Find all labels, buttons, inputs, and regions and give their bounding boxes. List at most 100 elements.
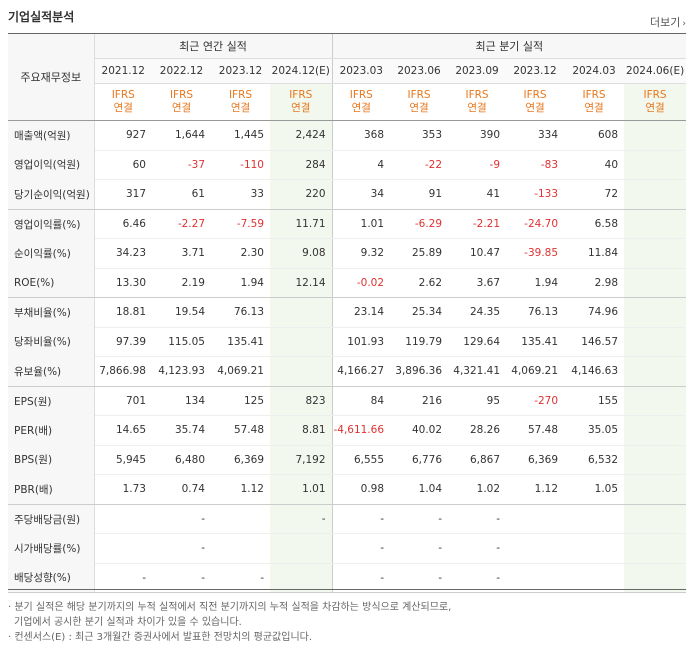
table-cell: 41 [448,179,507,210]
table-cell: 35.05 [564,415,625,446]
table-cell [624,563,687,593]
table-cell: -6.29 [390,209,449,239]
row-label: 배당성향(%) [8,563,95,593]
table-cell: 608 [564,120,625,151]
table-cell: 11.71 [270,209,333,239]
table-row: 부채비율(%) 18.81 19.54 76.13 23.14 25.34 24.35 76.… [8,297,687,328]
table-cell: 91 [390,179,449,210]
chevron-right-icon: › [682,19,686,29]
table-cell [624,415,687,446]
table-cell [624,474,687,505]
ifrs-header: IFRS 연결 [624,83,687,121]
table-row: ROE(%) 13.30 2.19 1.94 12.14 -0.02 2.62 3.67 1.9… [8,268,687,298]
ifrs-label: IFRS [523,89,547,101]
table-cell: 2.62 [390,268,449,298]
consolidated-label: 연결 [525,102,545,114]
table-cell: 0.98 [331,474,391,505]
table-cell: 8.81 [270,415,333,446]
table-cell [624,120,687,151]
table-cell: 74.96 [564,297,625,328]
table-cell: - [152,533,211,564]
table-cell: -24.70 [506,209,565,239]
table-cell: 1.01 [270,474,333,505]
table-cell: - [448,533,507,564]
bottom-divider [8,589,686,590]
section-title: 기업실적분석 [8,10,75,24]
table-cell: 35.74 [152,415,211,446]
ifrs-header: IFRS 연결 [211,83,270,121]
table-cell: 40 [564,150,625,180]
table-cell: 57.48 [506,415,565,446]
table-cell: 6,555 [331,445,391,475]
annual-group-header: 최근 연간 실적 [94,34,333,59]
table-cell: 33 [211,179,270,210]
table-cell: 1.02 [448,474,507,505]
table-row: 주당배당금(원) - - - - - [8,504,687,534]
table-cell [94,533,152,564]
table-cell [624,356,687,387]
row-label: 영업이익(억원) [8,150,95,180]
table-cell: 4,069.21 [211,356,270,387]
table-cell: 12.14 [270,268,333,298]
row-label: 주당배당금(원) [8,504,95,534]
table-cell: 7,866.98 [94,356,152,387]
table-cell [270,356,333,387]
more-link[interactable]: 더보기 › [650,14,686,30]
table-row: 당기순이익(억원) 317 61 33 220 34 91 41 -133 72 [8,179,687,210]
period-header: 2024.03 [564,58,625,84]
table-cell: 1.04 [390,474,449,505]
table-cell: 34.23 [94,238,152,269]
note-line: 기업에서 공시한 분기 실적과 차이가 있을 수 있습니다. [14,617,242,628]
table-cell: 6,867 [448,445,507,475]
table-cell: 4,321.41 [448,356,507,387]
table-cell: - [331,563,391,593]
table-cell: -270 [506,386,565,416]
table-cell: 34 [331,179,391,210]
table-row: PER(배) 14.65 35.74 57.48 8.81 -4,611.66 40.02 2… [8,415,687,446]
table-cell: 135.41 [211,327,270,357]
ifrs-label: IFRS [169,89,194,101]
table-cell: 3.67 [448,268,507,298]
table-cell: 4,146.63 [564,356,625,387]
table-cell: 0.74 [152,474,211,505]
table-cell: 6,480 [152,445,211,475]
consolidated-label: 연결 [409,102,429,114]
table-cell: 60 [94,150,152,180]
table-cell: - [390,533,449,564]
table-cell [564,533,625,564]
table-cell [211,533,270,564]
table-cell: 6,532 [564,445,625,475]
ifrs-label: IFRS [228,89,253,101]
row-label: BPS(원) [8,445,95,475]
table-cell: 7,192 [270,445,333,475]
row-label: 순이익률(%) [8,238,95,268]
ifrs-header: IFRS 연결 [152,83,211,121]
table-cell: 390 [448,120,507,151]
row-label: ROE(%) [8,268,95,298]
row-label: 유보율(%) [8,356,95,387]
table-cell: 1.01 [331,209,391,239]
period-header: 2023.12 [211,58,270,84]
consolidated-label: 연결 [584,102,604,114]
ifrs-header: IFRS 연결 [390,83,449,121]
table-cell: -22 [390,150,449,180]
table-cell: -110 [211,150,270,180]
table-cell: - [270,504,333,534]
table-cell [564,504,625,534]
table-cell: 1,644 [152,120,211,151]
table-cell [624,327,687,357]
table-cell [624,150,687,180]
table-cell: 1.05 [564,474,625,505]
period-header: 2021.12 [94,58,152,84]
table-row: 영업이익률(%) 6.46 -2.27 -7.59 11.71 1.01 -6.29 -2.2… [8,209,687,239]
period-header: 2023.09 [448,58,507,84]
table-cell: 9.08 [270,238,333,269]
ifrs-header: IFRS 연결 [448,83,507,121]
table-cell: 927 [94,120,152,151]
table-cell: 76.13 [506,297,565,328]
table-cell: -39.85 [506,238,565,269]
table-cell: 5,945 [94,445,152,475]
row-label: PBR(배) [8,474,95,505]
table-cell: 28.26 [448,415,507,446]
note-line: · 컨센서스(E) : 최근 3개월간 증권사에서 발표한 전망치의 평균값입니… [8,632,313,643]
